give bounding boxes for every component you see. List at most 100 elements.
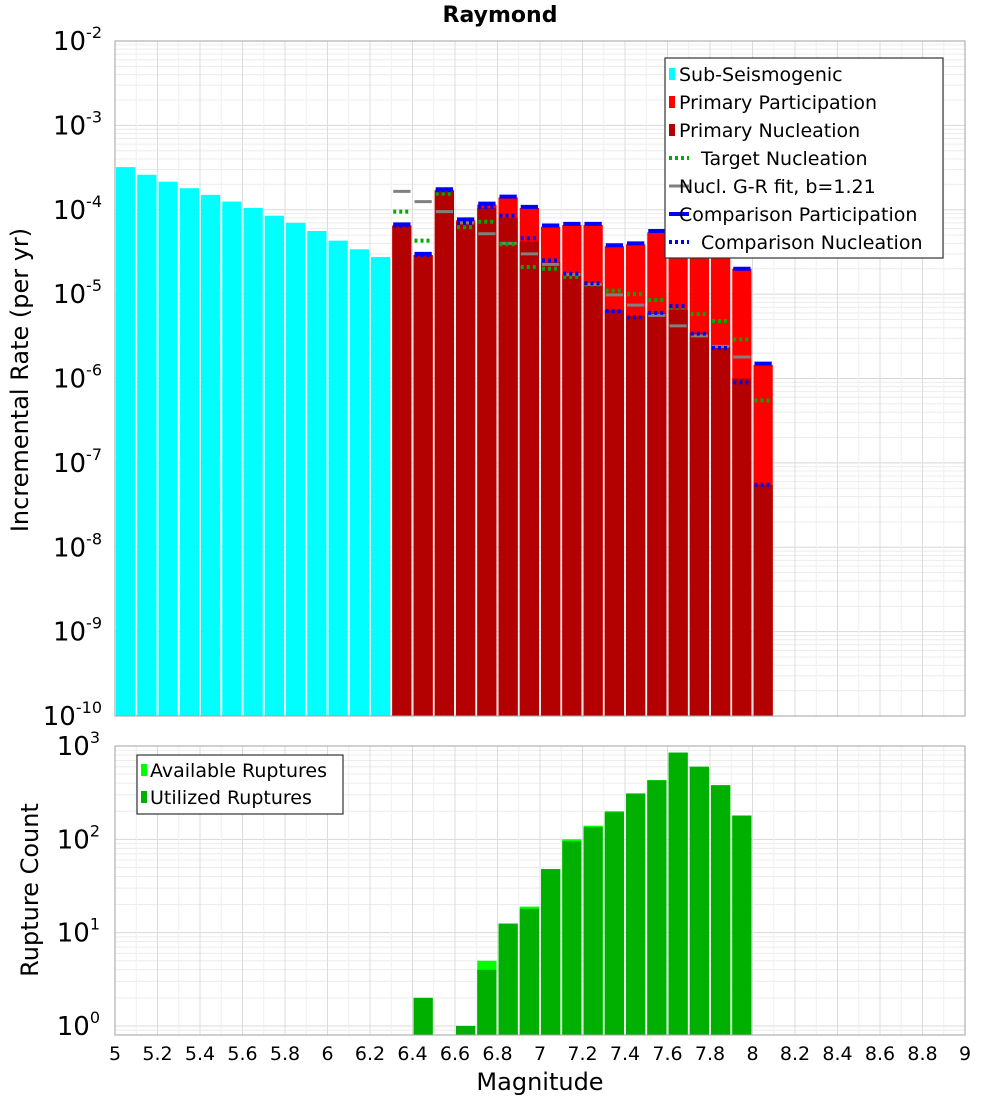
top-y-tick-label: 10-6 <box>53 361 102 395</box>
top-bar-sub-seismogenic <box>328 240 348 717</box>
top-bar-primary-nucleation <box>753 484 773 716</box>
top-bar-sub-seismogenic <box>158 181 178 716</box>
top-bar-sub-seismogenic <box>116 167 136 716</box>
legend-swatch-utilized-ruptures <box>141 791 147 803</box>
top-y-tick-label: 10-10 <box>43 698 102 732</box>
legend-swatch-sub-seismogenic <box>669 68 675 80</box>
top-bar-primary-nucleation <box>583 283 603 716</box>
top-bar-primary-nucleation <box>626 316 646 716</box>
top-bar-primary-nucleation <box>732 378 752 716</box>
x-tick-labels: 5 5.2 5.4 5.6 5.8 6 6.2 6.4 6.6 6.8 7 7.2 7.4 7.6 7.8 8… <box>109 1043 971 1065</box>
bottom-bar-utilized-ruptures <box>668 752 688 1035</box>
top-bar-sub-seismogenic <box>371 257 391 716</box>
top-y-tick-label: 10-5 <box>53 276 102 310</box>
legend-label-available-ruptures: Available Ruptures <box>150 760 327 782</box>
legend-swatch-primary-participation <box>669 96 675 108</box>
legend-label-primary-participation: Primary Participation <box>679 92 877 114</box>
top-bar-primary-nucleation <box>647 312 667 716</box>
x-tick-label: 7.6 <box>652 1043 682 1065</box>
x-tick-label: 6.8 <box>482 1043 512 1065</box>
bottom-y-tick-label: 101 <box>57 915 100 949</box>
bottom-bar-utilized-ruptures <box>711 785 731 1035</box>
top-bar-sub-seismogenic <box>201 194 221 716</box>
rupture-count-panel: 100 101 102 103 5 5.2 5.4 5.6 5.8 6 6.2 6.4 6.6 6.8 7… <box>16 728 971 1096</box>
bottom-bar-utilized-ruptures <box>732 815 752 1035</box>
top-y-tick-label: 10-9 <box>53 614 102 648</box>
top-bar-primary-nucleation <box>668 309 688 716</box>
x-tick-label: 5 <box>109 1043 121 1065</box>
x-tick-label: 8 <box>746 1043 758 1065</box>
bottom-bar-utilized-ruptures <box>498 923 518 1035</box>
bottom-bar-utilized-ruptures <box>413 997 433 1035</box>
top-legend-box <box>664 57 944 259</box>
bottom-bar-utilized-ruptures <box>562 841 582 1035</box>
top-bar-sub-seismogenic <box>349 249 369 716</box>
top-bar-primary-nucleation <box>498 217 518 716</box>
x-tick-label: 6.6 <box>440 1043 470 1065</box>
bottom-y-tick-labels: 100 101 102 103 <box>57 728 100 1042</box>
legend-label-nucl-g-r-fit-b-1-21: Nucl. G-R fit, b=1.21 <box>679 176 876 198</box>
top-bars <box>116 167 773 717</box>
bottom-bar-utilized-ruptures <box>456 1025 476 1035</box>
x-tick-label: 7 <box>534 1043 546 1065</box>
bottom-bars <box>413 752 752 1035</box>
top-bar-primary-nucleation <box>562 274 582 716</box>
bottom-plot-frame <box>114 745 966 1036</box>
legend-label-target-nucleation: Target Nucleation <box>700 148 868 170</box>
legend-label-sub-seismogenic: Sub-Seismogenic <box>679 64 843 86</box>
bottom-y-tick-label: 102 <box>57 821 100 855</box>
top-bar-primary-nucleation <box>434 190 454 716</box>
x-tick-label: 9 <box>959 1043 971 1065</box>
x-tick-label: 6.4 <box>397 1043 427 1065</box>
top-bar-primary-nucleation <box>689 332 709 716</box>
bottom-y-tick-label: 100 <box>57 1008 100 1042</box>
x-tick-label: 7.8 <box>695 1043 725 1065</box>
x-tick-label: 8.2 <box>780 1043 810 1065</box>
x-tick-label: 7.2 <box>567 1043 597 1065</box>
legend-label-primary-nucleation: Primary Nucleation <box>679 120 860 142</box>
legend-label-comparison-nucleation: Comparison Nucleation <box>701 232 923 254</box>
top-plot-frame <box>114 40 966 717</box>
top-bar-sub-seismogenic <box>137 174 157 716</box>
top-bar-sub-seismogenic <box>264 215 284 717</box>
x-tick-label: 6.2 <box>355 1043 385 1065</box>
top-bar-sub-seismogenic <box>307 230 327 716</box>
x-tick-label: 8.8 <box>907 1043 937 1065</box>
top-y-axis-label: Incremental Rate (per yr) <box>6 228 34 532</box>
bottom-bar-utilized-ruptures <box>583 827 603 1035</box>
legend-swatch-primary-nucleation <box>669 124 675 136</box>
x-tick-label: 5.4 <box>185 1043 215 1065</box>
legend-label-utilized-ruptures: Utilized Ruptures <box>150 787 312 809</box>
bottom-y-axis-label: Rupture Count <box>16 803 44 977</box>
bottom-bar-utilized-ruptures <box>604 812 624 1035</box>
top-bar-primary-nucleation <box>413 255 433 716</box>
bottom-bar-utilized-ruptures <box>647 780 667 1035</box>
top-bar-primary-nucleation <box>711 346 731 716</box>
top-bar-primary-nucleation <box>456 222 476 716</box>
incremental-rate-panel: 10-10 10-9 10-8 10-7 10-6 10-5 10-4 10-3 10-2 Ra… <box>6 3 966 732</box>
top-legend: Sub-Seismogenic Primary Participation Prim… <box>664 57 944 259</box>
bottom-bar-utilized-ruptures <box>689 766 709 1035</box>
top-bar-sub-seismogenic <box>179 188 199 717</box>
top-bar-sub-seismogenic <box>222 201 242 716</box>
top-y-tick-label: 10-3 <box>53 107 102 141</box>
top-bar-primary-nucleation <box>541 262 561 716</box>
top-bar-primary-nucleation <box>519 241 539 717</box>
bottom-legend: Available Ruptures Utilized Ruptures <box>136 754 344 815</box>
top-y-tick-labels: 10-10 10-9 10-8 10-7 10-6 10-5 10-4 10-3 10-2 <box>43 23 102 732</box>
x-tick-label: 7.4 <box>610 1043 640 1065</box>
legend-swatch-available-ruptures <box>141 764 147 776</box>
x-axis-label: Magnitude <box>476 1068 603 1096</box>
top-y-tick-label: 10-4 <box>53 192 102 226</box>
chart-title: Raymond <box>443 3 558 28</box>
x-tick-label: 8.6 <box>865 1043 895 1065</box>
top-y-tick-label: 10-7 <box>53 445 102 479</box>
bottom-legend-box <box>136 754 344 815</box>
top-y-tick-label: 10-8 <box>53 529 102 563</box>
top-bar-primary-nucleation <box>604 309 624 716</box>
bottom-bar-utilized-ruptures <box>477 969 497 1035</box>
top-bar-primary-nucleation <box>477 207 497 716</box>
x-tick-label: 6 <box>321 1043 333 1065</box>
x-tick-label: 5.8 <box>270 1043 300 1065</box>
